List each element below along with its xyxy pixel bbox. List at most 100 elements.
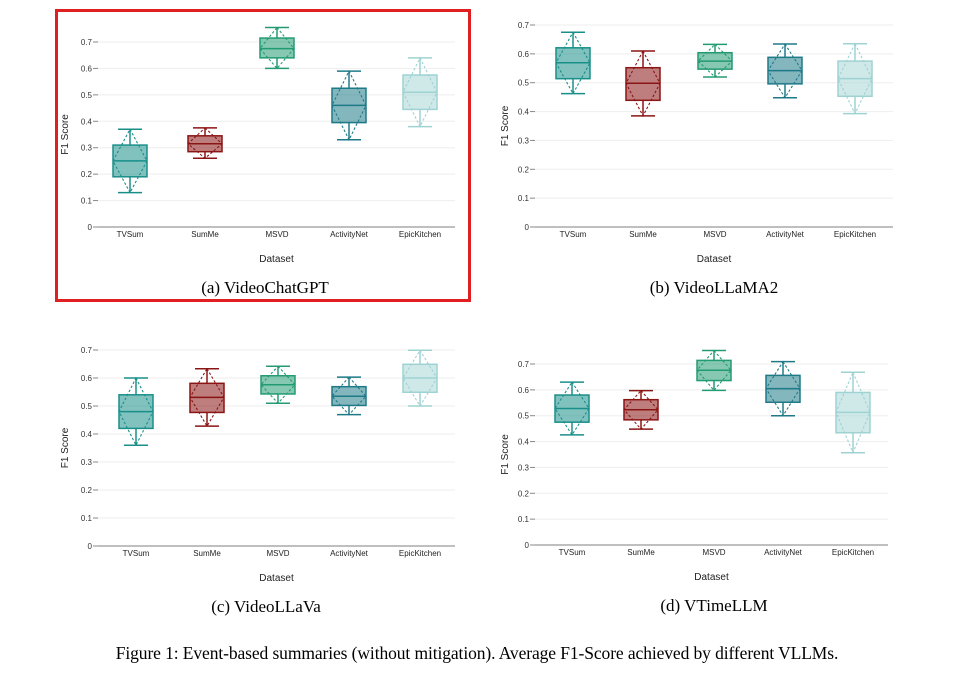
x-axis-title: Dataset (259, 573, 294, 584)
y-tick-label: 0 (88, 542, 93, 551)
subfigure-caption: (d) VTimeLLM (660, 596, 767, 615)
x-tick-label: EpicKitchen (399, 549, 441, 558)
x-tick-label: EpicKitchen (399, 230, 441, 239)
y-tick-label: 0 (525, 223, 530, 232)
y-tick-label: 0.7 (81, 38, 93, 47)
box-activitynet (767, 43, 803, 99)
x-tick-label: ActivityNet (330, 549, 369, 558)
y-tick-label: 0.3 (518, 136, 530, 145)
y-tick-label: 0.1 (518, 194, 530, 203)
box-tvsum (112, 128, 148, 194)
y-tick-label: 0.6 (81, 374, 93, 383)
selected-panel-highlight (55, 9, 471, 302)
x-tick-label: TVSum (560, 230, 587, 239)
x-axis-title: Dataset (259, 254, 294, 265)
box-summe (187, 127, 223, 160)
mean-sd-diamond (697, 43, 733, 78)
mean-sd-diamond (767, 43, 803, 99)
mean-sd-diamond (112, 128, 148, 194)
y-tick-label: 0.5 (518, 79, 530, 88)
y-tick-label: 0.2 (81, 170, 93, 179)
y-tick-label: 0.7 (81, 346, 93, 355)
x-tick-label: SumMe (627, 548, 655, 557)
y-tick-label: 0.7 (518, 360, 530, 369)
box-epickitchen (402, 56, 438, 128)
y-tick-label: 0.4 (81, 430, 93, 439)
x-tick-label: SumMe (193, 549, 221, 558)
mean-sd-diamond (555, 31, 591, 95)
box-activitynet (765, 360, 801, 417)
box-epickitchen (837, 42, 873, 115)
x-tick-label: TVSum (123, 549, 150, 558)
x-axis-title: Dataset (694, 572, 729, 583)
y-tick-label: 0 (88, 223, 93, 232)
y-tick-label: 0.7 (518, 21, 530, 30)
mean-sd-diamond (187, 127, 223, 160)
box-tvsum (118, 376, 154, 447)
y-tick-label: 0.6 (81, 64, 93, 73)
y-tick-label: 0.2 (518, 489, 530, 498)
mean-sd-diamond (402, 56, 438, 128)
mean-sd-diamond (259, 26, 295, 70)
mean-sd-diamond (696, 349, 732, 392)
subfigure-caption: (b) VideoLLaMA2 (650, 278, 779, 297)
box-summe (625, 49, 661, 118)
x-tick-label: TVSum (117, 230, 144, 239)
box-activitynet (331, 69, 367, 142)
x-tick-label: MSVD (266, 549, 289, 558)
x-tick-label: MSVD (703, 230, 726, 239)
mean-sd-diamond (554, 381, 590, 436)
chart-panel-b: 0 0.1 0.2 0.3 0.4 0.5 0.6 0.7 TVSum SumMe MSVD Acti… (500, 21, 893, 297)
mean-sd-diamond (625, 49, 661, 118)
mean-sd-diamond (835, 370, 871, 455)
x-tick-label: MSVD (702, 548, 725, 557)
x-tick-label: EpicKitchen (832, 548, 874, 557)
box-activitynet (331, 376, 367, 416)
box-epickitchen (835, 370, 871, 455)
x-tick-label: TVSum (559, 548, 586, 557)
box-tvsum (554, 381, 590, 436)
y-tick-label: 0.2 (81, 486, 93, 495)
mean-sd-diamond (331, 376, 367, 416)
y-axis-title: F1 Score (500, 105, 511, 146)
y-tick-label: 0.5 (81, 91, 93, 100)
mean-sd-diamond (260, 365, 296, 405)
x-tick-label: SumMe (629, 230, 657, 239)
chart-panel-d: 0 0.1 0.2 0.3 0.4 0.5 0.6 0.7 TVSum SumMe MSVD Acti… (500, 349, 888, 615)
box-tvsum (555, 31, 591, 95)
y-tick-label: 0.4 (518, 438, 530, 447)
subfigure-caption: (a) VideoChatGPT (201, 278, 329, 297)
mean-sd-diamond (623, 389, 659, 430)
x-tick-label: ActivityNet (330, 230, 369, 239)
x-tick-label: ActivityNet (764, 548, 803, 557)
y-tick-label: 0.4 (81, 117, 93, 126)
chart-panel-a: 0 0.1 0.2 0.3 0.4 0.5 0.6 0.7 TVSum SumMe MSVD Acti… (60, 26, 455, 297)
y-axis-title: F1 Score (60, 114, 71, 155)
y-tick-label: 0.1 (81, 197, 93, 206)
y-tick-label: 0 (525, 541, 530, 550)
x-tick-label: EpicKitchen (834, 230, 876, 239)
figure-panels: 0 0.1 0.2 0.3 0.4 0.5 0.6 0.7 TVSum SumMe MSVD Acti… (60, 21, 893, 616)
y-tick-label: 0.3 (81, 144, 93, 153)
box-msvd (696, 349, 732, 392)
box-epickitchen (402, 349, 438, 408)
y-tick-label: 0.4 (518, 108, 530, 117)
y-axis-title: F1 Score (60, 427, 71, 468)
x-tick-label: MSVD (265, 230, 288, 239)
y-tick-label: 0.6 (518, 50, 530, 59)
box-msvd (260, 365, 296, 405)
y-tick-label: 0.3 (81, 458, 93, 467)
mean-sd-diamond (765, 360, 801, 417)
y-tick-label: 0.1 (81, 514, 93, 523)
figure-caption: Figure 1: Event-based summaries (without… (115, 643, 839, 663)
y-tick-label: 0.5 (518, 412, 530, 421)
y-axis-title: F1 Score (500, 434, 511, 475)
mean-sd-diamond (331, 69, 367, 142)
box-msvd (259, 26, 295, 70)
box-msvd (697, 43, 733, 78)
y-tick-label: 0.2 (518, 165, 530, 174)
subfigure-caption: (c) VideoLLaVa (211, 597, 321, 616)
y-tick-label: 0.1 (518, 515, 530, 524)
box-summe (623, 389, 659, 430)
mean-sd-diamond (402, 349, 438, 408)
